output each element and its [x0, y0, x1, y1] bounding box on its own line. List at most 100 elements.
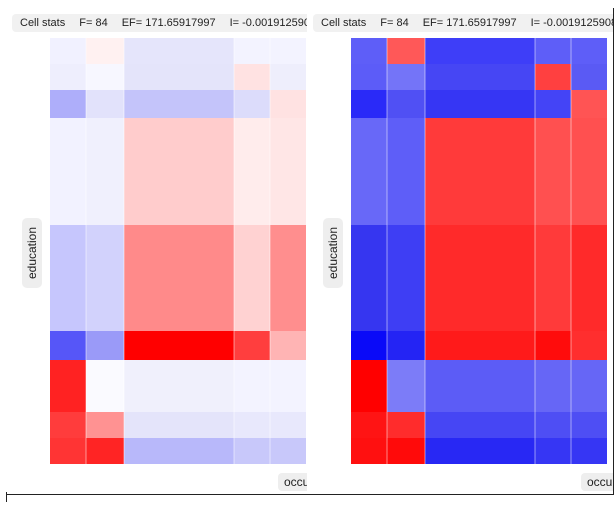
- mosaic-cell[interactable]: [50, 225, 86, 331]
- mosaic-cell[interactable]: [234, 64, 270, 90]
- mosaic-cell[interactable]: [535, 118, 571, 225]
- mosaic-cell[interactable]: [270, 331, 306, 360]
- mosaic-cell[interactable]: [351, 438, 387, 464]
- mosaic-cell[interactable]: [234, 38, 270, 64]
- mosaic-cell[interactable]: [270, 90, 306, 118]
- mosaic-cell[interactable]: [234, 90, 270, 118]
- mosaic-cell[interactable]: [50, 331, 86, 360]
- mosaic-cell[interactable]: [535, 90, 571, 118]
- mosaic-cell[interactable]: [351, 90, 387, 118]
- mosaic-cell[interactable]: [50, 118, 86, 225]
- mosaic-cell[interactable]: [234, 438, 270, 464]
- mosaic-cell[interactable]: [86, 64, 124, 90]
- mosaic-cell[interactable]: [351, 118, 387, 225]
- mosaic-cell[interactable]: [234, 331, 270, 360]
- mosaic-cell[interactable]: [571, 38, 607, 64]
- mosaic-cell[interactable]: [234, 225, 270, 331]
- mosaic-cell[interactable]: [571, 438, 607, 464]
- mosaic-cell[interactable]: [425, 118, 535, 225]
- mosaic-cell[interactable]: [86, 331, 124, 360]
- mosaic-cell[interactable]: [425, 412, 535, 438]
- mosaic-cell[interactable]: [50, 38, 86, 64]
- mosaic-cell[interactable]: [535, 438, 571, 464]
- mosaic-cell[interactable]: [535, 38, 571, 64]
- ef-value: EF= 171.65917997: [121, 17, 216, 29]
- mosaic-cell[interactable]: [425, 225, 535, 331]
- cell-stats-title: Cell stats: [20, 17, 66, 29]
- mosaic-cell[interactable]: [124, 438, 234, 464]
- mosaic-cell[interactable]: [50, 438, 86, 464]
- mosaic-cell[interactable]: [425, 64, 535, 90]
- mosaic-cell[interactable]: [270, 64, 306, 90]
- mosaic-cell[interactable]: [425, 90, 535, 118]
- mosaic-cell[interactable]: [351, 38, 387, 64]
- mosaic-cell[interactable]: [387, 438, 425, 464]
- mosaic-cell[interactable]: [86, 360, 124, 412]
- mosaic-cell[interactable]: [387, 64, 425, 90]
- mosaic-cell[interactable]: [50, 64, 86, 90]
- mosaic-cell[interactable]: [387, 118, 425, 225]
- mosaic-cell[interactable]: [124, 412, 234, 438]
- mosaic-cell[interactable]: [387, 331, 425, 360]
- mosaic-cell[interactable]: [86, 38, 124, 64]
- mosaic-cell[interactable]: [50, 90, 86, 118]
- mosaic-cell[interactable]: [571, 64, 607, 90]
- mosaic-heatmap[interactable]: [351, 38, 607, 474]
- mosaic-cell[interactable]: [124, 360, 234, 412]
- mosaic-cell[interactable]: [535, 225, 571, 331]
- mosaic-cell[interactable]: [270, 438, 306, 464]
- x-axis-label: occu: [278, 473, 307, 491]
- mosaic-cell[interactable]: [387, 38, 425, 64]
- mosaic-cell[interactable]: [571, 331, 607, 360]
- mosaic-cell[interactable]: [425, 438, 535, 464]
- mosaic-cell[interactable]: [425, 38, 535, 64]
- mosaic-cell[interactable]: [270, 118, 306, 225]
- mosaic-cell[interactable]: [571, 90, 607, 118]
- mosaic-cell[interactable]: [425, 360, 535, 412]
- mosaic-cell[interactable]: [351, 331, 387, 360]
- mosaic-cell[interactable]: [124, 90, 234, 118]
- mosaic-cell[interactable]: [425, 331, 535, 360]
- mosaic-cell[interactable]: [351, 360, 387, 412]
- mosaic-cell[interactable]: [571, 360, 607, 412]
- mosaic-cell[interactable]: [270, 225, 306, 331]
- mosaic-cell[interactable]: [535, 412, 571, 438]
- mosaic-cell[interactable]: [234, 412, 270, 438]
- mosaic-cell[interactable]: [50, 412, 86, 438]
- cell-stats-bar: Cell stats F= 84 EF= 171.65917997 I= -0.…: [313, 14, 613, 32]
- mosaic-cell[interactable]: [270, 360, 306, 412]
- mosaic-cell[interactable]: [86, 412, 124, 438]
- mosaic-cell[interactable]: [124, 118, 234, 225]
- mosaic-cell[interactable]: [571, 225, 607, 331]
- mosaic-cell[interactable]: [270, 38, 306, 64]
- mosaic-heatmap[interactable]: [50, 38, 306, 474]
- ef-value: EF= 171.65917997: [422, 17, 517, 29]
- mosaic-cell[interactable]: [571, 412, 607, 438]
- mosaic-cell[interactable]: [124, 38, 234, 64]
- i-value: I= -0.0019125908: [229, 17, 308, 29]
- mosaic-cell[interactable]: [86, 118, 124, 225]
- mosaic-cell[interactable]: [387, 412, 425, 438]
- mosaic-cell[interactable]: [234, 360, 270, 412]
- mosaic-cell[interactable]: [535, 64, 571, 90]
- mosaic-cell[interactable]: [86, 225, 124, 331]
- mosaic-cell[interactable]: [351, 225, 387, 331]
- mosaic-cell[interactable]: [86, 438, 124, 464]
- mosaic-cell[interactable]: [535, 360, 571, 412]
- mosaic-cell[interactable]: [387, 360, 425, 412]
- mosaic-cell[interactable]: [351, 412, 387, 438]
- mosaic-cell[interactable]: [351, 64, 387, 90]
- y-axis-label: education: [22, 218, 42, 288]
- mosaic-cell[interactable]: [124, 64, 234, 90]
- mosaic-cell[interactable]: [387, 225, 425, 331]
- mosaic-cell[interactable]: [387, 90, 425, 118]
- mosaic-cell[interactable]: [234, 118, 270, 225]
- mosaic-cell[interactable]: [535, 331, 571, 360]
- mosaic-cell[interactable]: [50, 360, 86, 412]
- mosaic-cell[interactable]: [124, 225, 234, 331]
- x-axis-label-text: occu: [587, 475, 613, 489]
- mosaic-cell[interactable]: [270, 412, 306, 438]
- mosaic-cell[interactable]: [124, 331, 234, 360]
- mosaic-cell[interactable]: [571, 118, 607, 225]
- mosaic-cell[interactable]: [86, 90, 124, 118]
